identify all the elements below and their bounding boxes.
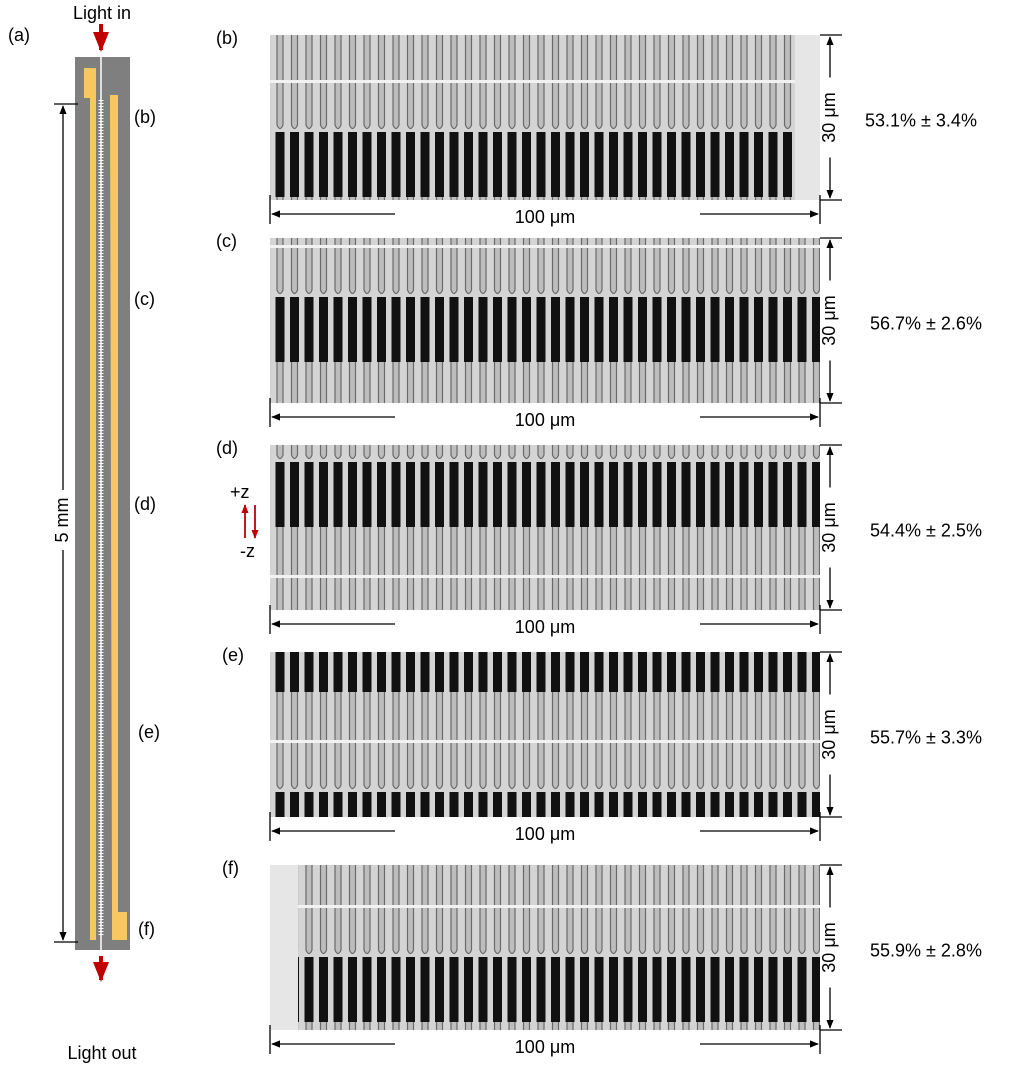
height-label: 30 μm <box>819 92 839 142</box>
position-label: (f) <box>138 919 155 939</box>
micrograph <box>270 35 795 200</box>
height-label: 30 μm <box>819 922 839 972</box>
panel: (f) 100 μm 30 μm 55.9% ± 2.8% <box>222 858 982 1057</box>
axis-label: +z <box>230 482 250 502</box>
panel-label: (d) <box>216 438 238 458</box>
panel-label: (b) <box>216 28 238 48</box>
width-label: 100 μm <box>515 1037 575 1057</box>
panel-label: (e) <box>222 645 244 665</box>
length-label: 5 mm <box>52 498 72 543</box>
width-label: 100 μm <box>515 617 575 637</box>
light-out-label: Light out <box>67 1043 136 1063</box>
micrograph <box>270 445 820 610</box>
position-label: (b) <box>134 107 156 127</box>
height-label: 30 μm <box>819 709 839 759</box>
width-label: 100 μm <box>515 207 575 227</box>
micrograph <box>270 238 820 403</box>
fill-factor: 55.7% ± 3.3% <box>870 727 982 747</box>
device: 5 mm (a) Light in Light out <box>8 3 137 1063</box>
fill-factor: 56.7% ± 2.6% <box>870 313 982 333</box>
panel-label: (c) <box>216 231 237 251</box>
panel: (e) 100 μm 30 μm 55.7% ± 3.3% <box>222 645 982 844</box>
micrograph <box>298 865 820 1030</box>
fill-factor: 53.1% ± 3.4% <box>865 110 977 130</box>
axis-label: -z <box>240 541 255 561</box>
fill-factor: 54.4% ± 2.5% <box>870 520 982 540</box>
position-label: (c) <box>134 289 155 309</box>
width-label: 100 μm <box>515 824 575 844</box>
panel-label: (a) <box>8 25 30 45</box>
light-in-label: Light in <box>73 3 131 23</box>
panel: (b) 100 μm 30 μm 53.1% ± 3.4% <box>216 28 977 227</box>
micrograph <box>270 652 820 817</box>
fill-factor: 55.9% ± 2.8% <box>870 940 982 960</box>
panel-label: (f) <box>222 858 239 878</box>
position-label: (d) <box>134 494 156 514</box>
panel: (c) 100 μm 30 μm 56.7% ± 2.6% <box>216 231 982 430</box>
figure: 5 mm (a) Light in Light out +z -z (b) (c)… <box>0 0 1016 1068</box>
height-label: 30 μm <box>819 295 839 345</box>
width-label: 100 μm <box>515 410 575 430</box>
position-label: (e) <box>138 722 160 742</box>
panel: (d) 100 μm 30 μm 54.4% ± 2.5% <box>216 438 982 637</box>
height-label: 30 μm <box>819 502 839 552</box>
